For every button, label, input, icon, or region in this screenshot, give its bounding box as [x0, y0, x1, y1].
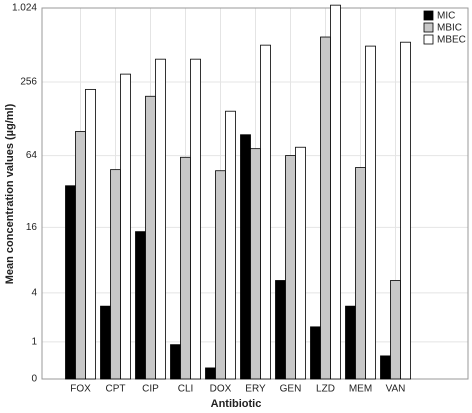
bar [170, 344, 181, 380]
bar [65, 185, 76, 380]
bar [215, 170, 226, 380]
y-tick-label: 1.024 [12, 3, 37, 14]
bar [320, 36, 331, 380]
legend-label: MBEC [437, 35, 466, 46]
bar [110, 169, 121, 380]
y-tick-label: 4 [31, 288, 37, 299]
bar [355, 167, 366, 380]
x-tick-label: CIP [142, 384, 159, 395]
x-tick-label: CLI [178, 384, 194, 395]
bar [295, 146, 306, 380]
bar [155, 58, 166, 380]
bar [260, 44, 271, 380]
bar [190, 58, 201, 380]
x-axis-title: Antibiotic [211, 398, 262, 410]
bar [100, 305, 111, 380]
x-tick-label: VAN [386, 384, 406, 395]
bar [310, 326, 321, 380]
bar [225, 110, 236, 380]
bar [275, 280, 286, 380]
bar [145, 95, 156, 380]
bar [330, 4, 341, 380]
bar [205, 367, 216, 380]
bar [365, 45, 376, 380]
x-tick-label: CPT [106, 384, 126, 395]
y-tick-label: 0 [31, 374, 37, 385]
legend-swatch [423, 22, 434, 33]
y-tick-label: 16 [26, 222, 38, 233]
bar [390, 280, 401, 380]
bar [400, 41, 411, 380]
x-tick-label: FOX [70, 384, 91, 395]
bar [240, 134, 251, 380]
bar [345, 305, 356, 380]
x-tick-label: ERY [245, 384, 266, 395]
x-tick-label: GEN [280, 384, 302, 395]
y-tick-label: 256 [20, 77, 37, 88]
y-axis-title: Mean concentration values (µg/ml) [4, 103, 16, 284]
bar [380, 355, 391, 380]
legend-swatch [423, 34, 434, 45]
bar [75, 131, 86, 380]
bar [285, 155, 296, 380]
bar [250, 148, 261, 380]
bar [120, 73, 131, 380]
bar [180, 156, 191, 380]
x-tick-label: DOX [210, 384, 232, 395]
legend-swatch [423, 10, 434, 21]
bar [135, 231, 146, 380]
x-tick-label: LZD [316, 384, 335, 395]
legend-label: MBIC [437, 23, 462, 34]
y-tick-label: 64 [26, 150, 38, 161]
y-tick-label: 1 [31, 337, 37, 348]
bar [85, 88, 96, 380]
x-tick-label: MEM [349, 384, 372, 395]
legend-label: MIC [437, 11, 455, 22]
